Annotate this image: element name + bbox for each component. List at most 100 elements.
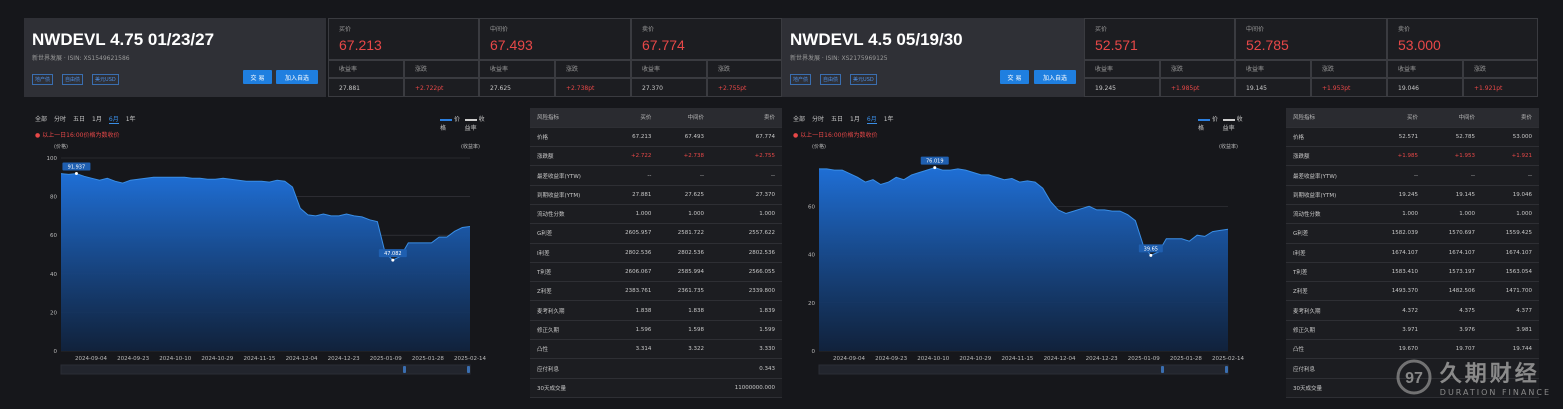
mid-change-label-cell: 涨跌 [1311,60,1387,78]
range-tab-intraday[interactable]: 分时 [54,116,67,123]
range-tab-all[interactable]: 全部 [793,116,806,123]
metric-value [658,378,712,398]
x-tick-label: 2024-10-10 [159,356,191,362]
metric-value: 1.598 [658,320,712,341]
metric-value: 19.245 [1368,185,1426,205]
legend-price[interactable]: 价格 [1198,114,1219,132]
mid-cell: 中间价 52.785 [1235,18,1387,60]
ask-change-label-cell: 涨跌 [1463,60,1538,78]
metric-value: 2557.622 [711,223,782,244]
metric-label: 凸性 [1286,339,1369,360]
metric-label: 应付利息 [1286,358,1369,379]
mid-cell: 中间价 67.493 [479,18,631,60]
yield-label: 收益率 [339,66,358,73]
table-row: 涨跌额 +2.722 +2.738 +2.755 [530,146,782,167]
metric-value: 中间价 [658,108,712,128]
range-tab-6m[interactable]: 6月 [866,116,877,124]
range-tab-5d[interactable]: 五日 [73,116,86,123]
add-watchlist-button[interactable]: 加入自选 [1034,70,1076,84]
legend-yield[interactable]: 收益率 [1222,114,1248,132]
tag-currency[interactable]: 美元USD [92,74,119,85]
price-chart[interactable]: 0 20 40 60 80 100 2024-09-04 2024-09-23 2024-10-… [28,110,490,382]
y-axis-label-yield: (收益率) [1219,144,1238,150]
legend-yield-label: 收益率 [464,116,485,132]
x-tick-label: 2024-10-29 [201,356,233,362]
bid-change-cell: +1.985pt [1160,78,1235,97]
ask-yield-label-cell: 收益率 [631,60,707,78]
y-tick-label: 0 [54,349,58,355]
metric-value: 52.571 [1368,127,1426,148]
tag-property[interactable]: 地产债 [790,74,812,85]
metric-value: +1.985 [1368,146,1426,167]
mid-price: 52.785 [1246,37,1289,53]
metric-value: +1.921 [1481,146,1539,167]
metric-label: 最差收益率(YTW) [530,165,606,186]
metric-value: 1674.107 [1481,243,1539,263]
metric-value: 1582.039 [1368,223,1426,244]
change-label: 涨跌 [566,66,579,73]
metric-value: 1570.697 [1425,223,1482,244]
price-annotation-box [920,156,949,165]
table-row: I利差 1674.107 1674.107 1674.107 [1286,243,1539,263]
range-tab-1y[interactable]: 1年 [125,116,136,123]
table-header: 风险指标 买价 中间价 卖价 [530,108,782,128]
x-tick-label: 2024-11-15 [1001,356,1033,362]
metric-label: T利差 [1286,262,1369,283]
bond-header: NWDEVL 4.75 01/23/27 新世界发展 · ISIN: XS154… [24,18,326,97]
metric-label: 凸性 [530,339,606,360]
table-row: 麦考利久期 4.372 4.375 4.377 [1286,300,1539,321]
range-tab-intraday[interactable]: 分时 [812,116,825,123]
bid-yield-label-cell: 收益率 [1084,60,1160,78]
metric-value: 1674.107 [1425,243,1482,263]
range-tab-1m[interactable]: 1月 [850,116,860,123]
trade-button[interactable]: 交 易 [243,70,272,84]
bond-header: NWDEVL 4.5 05/19/30 新世界发展 · ISIN: XS2175… [782,18,1084,97]
legend-price-label: 价格 [440,116,461,132]
legend-price[interactable]: 价格 [440,114,461,132]
mid-change: +1.953pt [1322,85,1351,92]
metric-value: 2606.067 [605,262,659,283]
ask-price: 53.000 [1398,37,1441,53]
metric-value: 19.145 [1425,185,1482,205]
tag-property[interactable]: 地产债 [32,74,54,85]
tag-currency[interactable]: 美元USD [850,74,877,85]
price-annotation-dot [391,258,395,262]
x-tick-label: 2025-01-28 [1170,356,1202,362]
tag-free[interactable]: 自由债 [62,74,84,85]
watermark-text: 久期财经 DURATION FINANCE [1440,356,1551,397]
range-tab-1m[interactable]: 1月 [92,116,102,123]
metric-value: -- [1425,165,1482,186]
metric-label: 流动性分数 [1286,204,1369,225]
price-chart-area: 全部 分时 五日 1月 6月 1年 价格 收益率 ● 以上一日16:00价格为数… [786,110,1248,382]
range-tab-5d[interactable]: 五日 [831,116,844,123]
x-tick-label: 2024-12-04 [1044,356,1076,362]
metric-value: 1674.107 [1368,243,1426,263]
metric-value: 19.046 [1481,185,1539,205]
price-area [61,173,470,351]
trade-button[interactable]: 交 易 [1000,70,1029,84]
metric-label: 应付利息 [530,358,606,379]
ask-change-cell: +2.755pt [707,78,782,97]
table-row: 应付利息 [1286,358,1539,379]
price-notice: ● 以上一日16:00价格为数收价 [35,130,119,139]
bond-tags: 地产债 自由债 美元USD [32,74,119,85]
price-annotation-box [378,249,407,258]
tag-free[interactable]: 自由债 [820,74,842,85]
price-chart[interactable]: 0 20 40 60 2024-09-04 2024-09-23 2024-10-10 202… [786,110,1248,382]
bid-change: +2.722pt [415,85,444,92]
mid-label: 中间价 [490,26,509,33]
table-header: 风险指标 买价 中间价 卖价 [1286,108,1539,128]
y-tick-label: 60 [808,204,815,210]
legend-yield[interactable]: 收益率 [464,114,490,132]
metric-value: 4.375 [1425,300,1482,321]
range-tab-1y[interactable]: 1年 [883,116,894,123]
range-tab-all[interactable]: 全部 [35,116,48,123]
range-tab-6m[interactable]: 6月 [108,116,119,124]
y-tick-label: 20 [50,310,57,316]
metric-value: 2802.536 [711,243,782,263]
watermark-en: DURATION FINANCE [1439,388,1551,397]
add-watchlist-button[interactable]: 加入自选 [276,70,318,84]
ask-label: 卖价 [1398,26,1411,33]
metric-value: 27.370 [711,185,782,205]
ask-change-cell: +1.921pt [1463,78,1538,97]
